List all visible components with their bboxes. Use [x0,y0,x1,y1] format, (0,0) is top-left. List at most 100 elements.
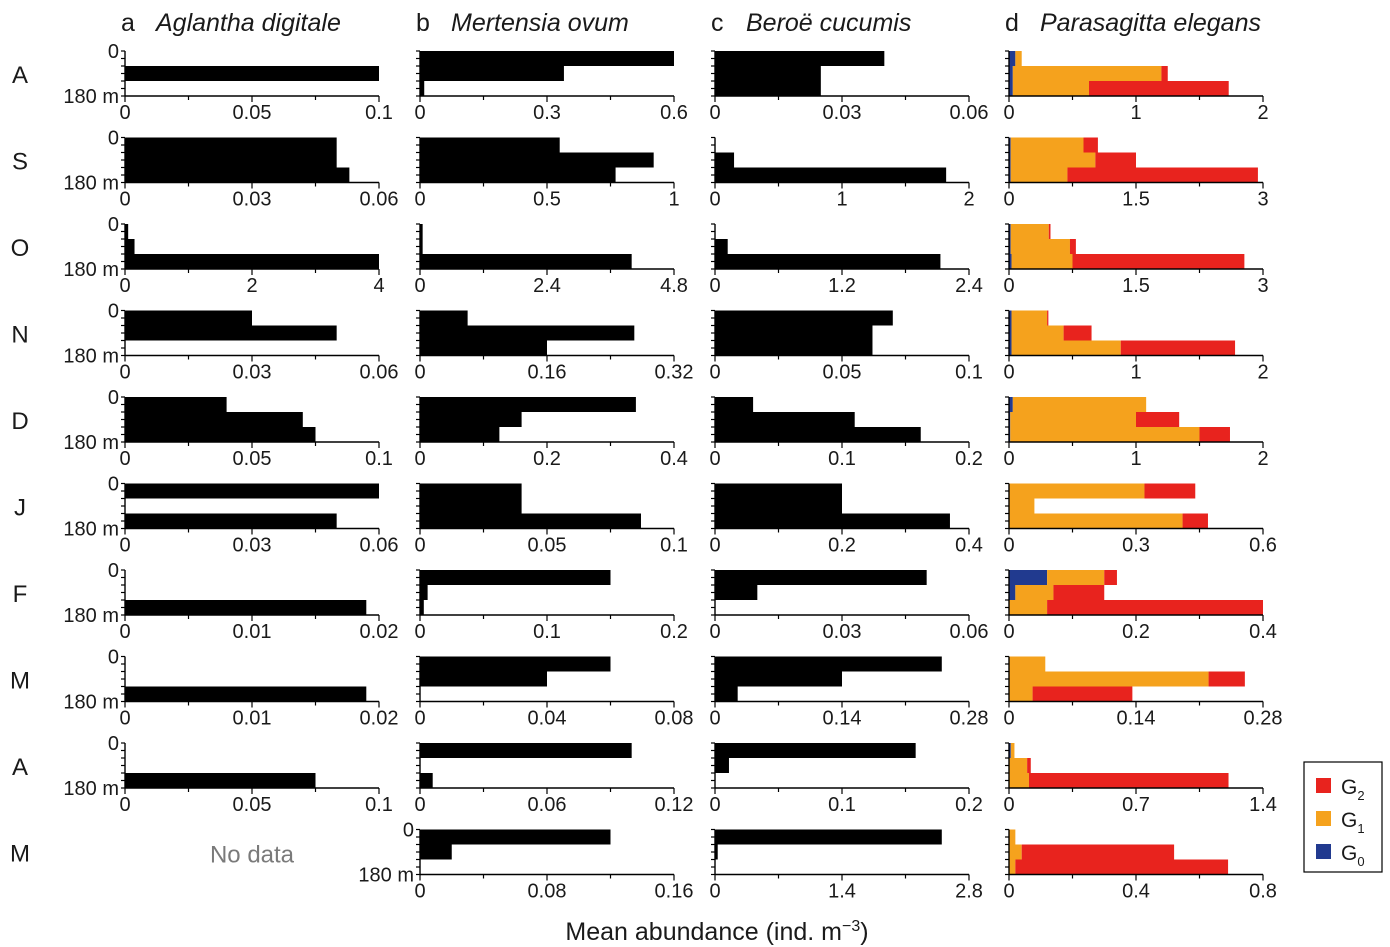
bar-g1-depth-1 [1009,758,1028,773]
month-label-1: S [12,149,28,176]
x-tick-label: 0 [709,794,720,816]
bar-g0-depth-1 [1009,585,1016,600]
bar-depth-2 [715,427,921,442]
x-tick-label: 0.28 [1244,708,1283,730]
x-tick-label: 2.8 [955,881,983,903]
x-tick-label: 0 [414,881,425,903]
bar-depth-2 [715,81,821,96]
x-tick-label: 0.16 [655,881,694,903]
x-tick-label: 0.4 [1249,621,1277,643]
x-tick-label: 1.4 [828,881,856,903]
bar-depth-1 [715,412,855,427]
x-tick-label: 2 [1257,362,1268,384]
legend-label-main: G [1341,776,1357,799]
subplot-b-6: 0 0.1 0.2 [414,569,688,643]
subplot-d-5: 0 0.3 0.6 [1003,482,1277,557]
subplot-c-8: 0 0.1 0.2 [709,742,983,816]
bar-depth-0 [715,397,754,412]
bar-depth-1 [420,239,423,254]
bar-g1-depth-0 [1009,656,1046,672]
bar-depth-0 [420,397,636,412]
x-tick-label: 0 [1003,362,1014,384]
panel-species-a: Aglantha digitale [154,9,341,37]
bar-g2-depth-1 [1069,239,1076,254]
bar-g1-depth-0 [1010,224,1049,239]
x-tick-label: 0 [1003,535,1014,557]
bar-g2-depth-1 [1027,758,1031,773]
bar-g0-depth-0 [1009,224,1011,239]
bar-g1-depth-1 [1012,66,1162,81]
bar-g2-depth-1 [1136,412,1180,427]
bar-depth-0 [420,224,423,239]
depth-top-label: 0 [108,560,119,582]
bar-g1-depth-2 [1010,167,1068,183]
subplot-c-2: 0 1.2 2.4 [709,223,983,297]
legend-label-g2: G2 [1341,776,1365,803]
subplot-b-2: 0 2.4 4.8 [414,223,688,297]
depth-top-label: 0 [108,647,119,669]
x-tick-label: 1.2 [828,275,856,297]
bar-g1-depth-2 [1012,81,1090,96]
month-label-0: A [12,62,28,89]
legend-label-g1: G1 [1341,809,1365,836]
bar-g0-depth-0 [1009,310,1012,326]
bar-g2-depth-2 [1047,600,1263,615]
x-tick-label: 0.1 [955,362,983,384]
x-tick-label: 0.3 [533,102,561,124]
panel-species-d: Parasagitta elegans [1040,9,1261,37]
bar-g1-depth-2 [1009,773,1029,788]
bar-depth-1 [420,325,635,341]
subplot-d-8: 0 0.7 1.4 [1003,742,1277,816]
subplot-b-7: 0 0.04 0.08 [414,655,693,730]
bar-depth-1 [420,66,564,81]
x-tick-label: 0.14 [1117,708,1156,730]
x-tick-label: 0.01 [233,708,272,730]
bar-g2-depth-0 [1144,483,1196,499]
depth-bottom-label: 180 m [63,173,119,195]
month-label-9: M [10,841,30,868]
x-tick-label: 0.06 [950,621,989,643]
x-tick-label: 0.1 [660,535,688,557]
x-tick-label: 3 [1257,189,1268,211]
bar-depth-0 [420,137,560,153]
subplot-c-7: 0 0.14 0.28 [709,655,989,730]
x-tick-label: 1 [836,189,847,211]
x-tick-label: 0 [709,881,720,903]
x-tick-label: 0.2 [1122,621,1150,643]
bar-g2-depth-2 [1072,254,1245,269]
bar-depth-1 [715,239,728,254]
x-tick-label: 0.28 [950,708,989,730]
x-tick-label: 0 [1003,448,1014,470]
bar-depth-1 [125,66,379,81]
bar-g0-depth-2 [1009,340,1012,356]
x-tick-label: 0.1 [365,448,393,470]
x-tick-label: 0 [709,102,720,124]
bar-depth-0 [715,483,842,499]
bar-depth-2 [420,340,547,356]
x-tick-label: 0.02 [360,708,399,730]
bar-depth-0 [125,137,337,153]
x-tick-label: 0 [1003,708,1014,730]
x-tick-label: 0.05 [233,102,272,124]
subplot-d-1: 0 1.5 3 [1003,136,1269,211]
month-label-6: F [13,581,28,608]
x-tick-label: 1.5 [1122,189,1150,211]
bar-depth-1 [715,498,842,514]
x-tick-label: 0.2 [955,794,983,816]
x-tick-label: 0.04 [528,708,567,730]
x-tick-label: 0 [119,189,130,211]
bar-g2-depth-1 [1053,585,1105,600]
depth-bottom-label: 180 m [63,778,119,800]
bar-g2-depth-0 [1047,310,1049,326]
subplot-c-6: 0 0.03 0.06 [709,569,989,643]
depth-top-label: 0 [108,474,119,496]
bar-depth-1 [125,412,303,427]
x-tick-label: 0.7 [1122,794,1150,816]
x-tick-label: 0 [119,275,130,297]
bar-depth-0 [715,829,942,845]
bar-g1-depth-1 [1010,239,1070,254]
x-tick-label: 0 [1003,621,1014,643]
legend-label-sub: 1 [1357,821,1364,836]
